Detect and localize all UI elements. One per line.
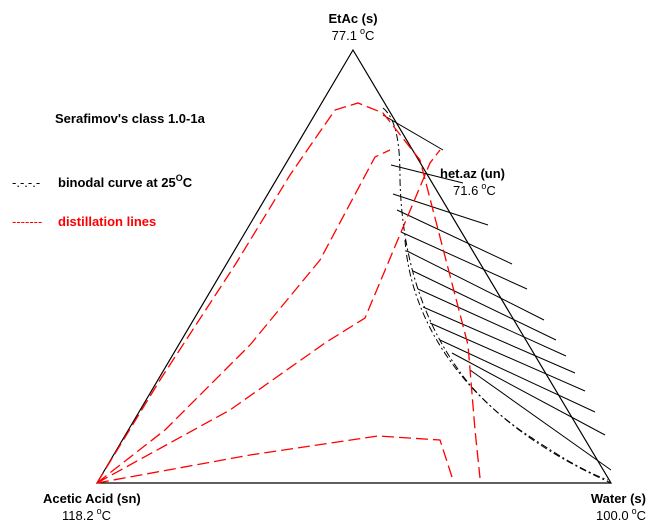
- legend-distillation-label: distillation lines: [58, 214, 156, 229]
- vertex-right-temp: 100.0 oC: [596, 506, 646, 523]
- composition-triangle: [95, 48, 613, 484]
- legend-binodal-suffix: C: [183, 175, 193, 190]
- legend-binodal-label: binodal curve at 25OC: [58, 173, 193, 190]
- azeotrope-name: het.az (un): [440, 166, 505, 181]
- vertex-top-name: EtAc (s): [328, 11, 377, 26]
- binodal-curve-inner: [404, 239, 609, 481]
- binodal-curve: [382, 107, 612, 484]
- azeotrope-temp: 71.6 oC: [453, 181, 496, 198]
- vertex-left-name: Acetic Acid (sn): [43, 491, 141, 506]
- vertex-top-temp: 77.1 oC: [332, 26, 375, 43]
- vertex-right-name: Water (s): [591, 491, 646, 506]
- chart-title: Serafimov's class 1.0-1a: [55, 111, 206, 126]
- legend-binodal-text: binodal curve at 25: [58, 175, 176, 190]
- legend: -.-.-.- binodal curve at 25OC ------- di…: [12, 173, 193, 229]
- distillation-lines: [96, 102, 481, 484]
- vertex-left-temp: 118.2 oC: [62, 506, 111, 523]
- legend-binodal-swatch: -.-.-.-: [12, 175, 40, 190]
- tie-lines: [382, 114, 612, 471]
- legend-distillation-swatch: -------: [12, 214, 42, 229]
- legend-binodal-sup: O: [176, 173, 183, 183]
